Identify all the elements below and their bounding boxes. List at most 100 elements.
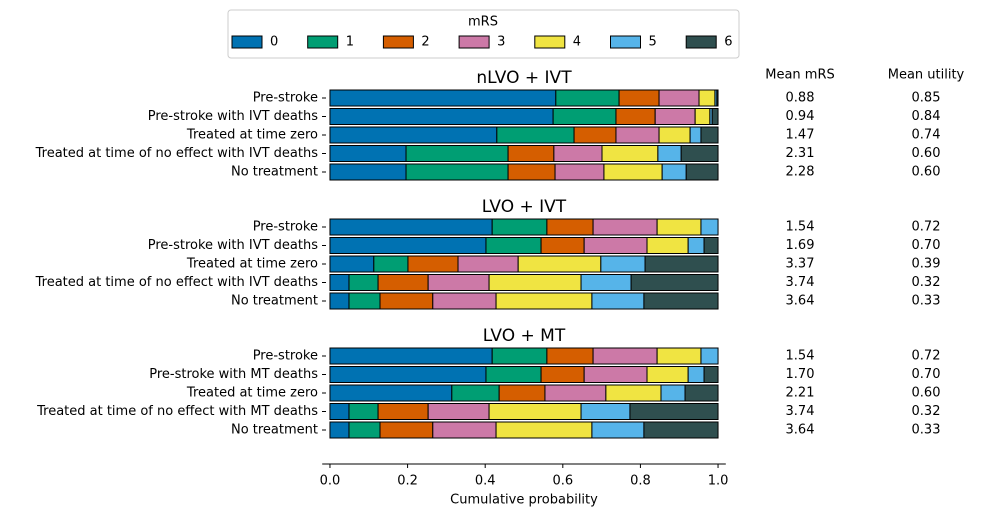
bar-segment [329, 163, 407, 181]
bar-segment [432, 292, 497, 310]
bar-segment [507, 163, 556, 181]
bar-segment [657, 145, 682, 162]
legend-swatch [231, 35, 263, 49]
mean-mrs: 3.64 [786, 294, 815, 309]
bar-segment [329, 218, 493, 236]
mean-mrs: 0.94 [786, 109, 815, 124]
bar-segment [700, 126, 719, 144]
bar-segment [377, 403, 429, 420]
mean-utility: 0.60 [912, 165, 941, 180]
bar-segment [554, 163, 605, 181]
bar-segment [329, 347, 493, 365]
panel-title: LVO + MT [483, 326, 566, 346]
bar-segment [660, 384, 686, 402]
mean-utility: 0.33 [912, 294, 941, 309]
bar-segment [432, 421, 497, 439]
bar-segment [615, 126, 660, 144]
y-tick-label: Pre-stroke with IVT deaths [148, 238, 319, 253]
y-tick-label: Treated at time zero [186, 128, 318, 143]
bar-segment [552, 108, 617, 125]
x-tick-label: 0.8 [630, 474, 651, 489]
mean-mrs: 3.64 [786, 423, 815, 438]
bar-segment [580, 403, 631, 420]
bar-segment [544, 384, 607, 402]
bar-segment [591, 292, 645, 310]
legend-label: 2 [421, 35, 429, 50]
bar-segment [329, 384, 453, 402]
bar-segment [711, 108, 719, 125]
bar-segment [580, 274, 632, 291]
bar-segment [685, 163, 719, 181]
bar-segment [329, 108, 554, 125]
bar-segment [491, 347, 548, 365]
mean-utility: 0.74 [912, 128, 941, 143]
bar-segment [601, 145, 659, 162]
mean-mrs: 1.54 [786, 220, 815, 235]
bar-segment [592, 347, 658, 365]
bar-segment [329, 366, 487, 383]
bar-segment [603, 163, 663, 181]
bar-segment [555, 89, 620, 107]
bar-segment [517, 255, 602, 273]
bar-segment [379, 292, 434, 310]
bar-segment [656, 218, 702, 236]
bar-segment [348, 274, 379, 291]
y-tick-label: Treated at time of no effect with IVT de… [35, 146, 319, 161]
bar-segment [643, 421, 719, 439]
bar-segment [488, 403, 582, 420]
bar-segment [407, 255, 459, 273]
y-tick-label: Pre-stroke with IVT deaths [148, 109, 319, 124]
bar-segment [656, 347, 702, 365]
bar-segment [451, 384, 500, 402]
bar-segment [485, 237, 542, 254]
legend-label: 0 [270, 35, 278, 50]
x-tick-label: 0.2 [397, 474, 418, 489]
mean-mrs: 2.28 [786, 165, 815, 180]
bar-segment [615, 108, 656, 125]
legend-label: 6 [724, 35, 732, 50]
bar-segment [661, 163, 687, 181]
bar-segment [373, 255, 409, 273]
y-tick-label: Pre-stroke [253, 349, 318, 364]
bar-segment [687, 366, 705, 383]
column-header: Mean utility [888, 68, 965, 83]
bar-segment [698, 89, 716, 107]
bar-segment [703, 237, 719, 254]
bar-segment [646, 237, 689, 254]
bar-segment [591, 421, 645, 439]
bar-segment [377, 274, 429, 291]
bar-segment [329, 421, 350, 439]
bar-segment [553, 145, 603, 162]
bar-segment [329, 145, 407, 162]
bar-segment [644, 255, 719, 273]
bar-segment [618, 89, 660, 107]
mean-mrs: 2.21 [786, 386, 815, 401]
bar-segment [495, 292, 593, 310]
column-header: Mean mRS [765, 68, 835, 83]
panel-title: nLVO + IVT [476, 68, 572, 88]
bar-segment [329, 126, 498, 144]
mean-utility: 0.33 [912, 423, 941, 438]
bar-segment [491, 218, 548, 236]
mean-mrs: 2.31 [786, 146, 815, 161]
bar-segment [427, 403, 490, 420]
bar-segment [405, 163, 509, 181]
mean-mrs: 1.70 [786, 367, 815, 382]
bar-segment [680, 145, 719, 162]
bar-segment [405, 145, 509, 162]
legend-swatch [307, 35, 339, 49]
mean-mrs: 1.69 [786, 238, 815, 253]
legend-swatch [610, 35, 641, 49]
bar-segment [684, 384, 719, 402]
mean-mrs: 3.74 [786, 404, 815, 419]
bar-segment [583, 237, 648, 254]
bar-segment [546, 218, 594, 236]
y-tick-label: Treated at time of no effect with MT dea… [36, 404, 318, 419]
bar-segment [643, 292, 719, 310]
mean-utility: 0.84 [912, 109, 941, 124]
bar-segment [498, 384, 546, 402]
bar-segment [600, 255, 646, 273]
bar-segment [646, 366, 689, 383]
mean-utility: 0.60 [912, 386, 941, 401]
bar-segment [658, 89, 700, 107]
